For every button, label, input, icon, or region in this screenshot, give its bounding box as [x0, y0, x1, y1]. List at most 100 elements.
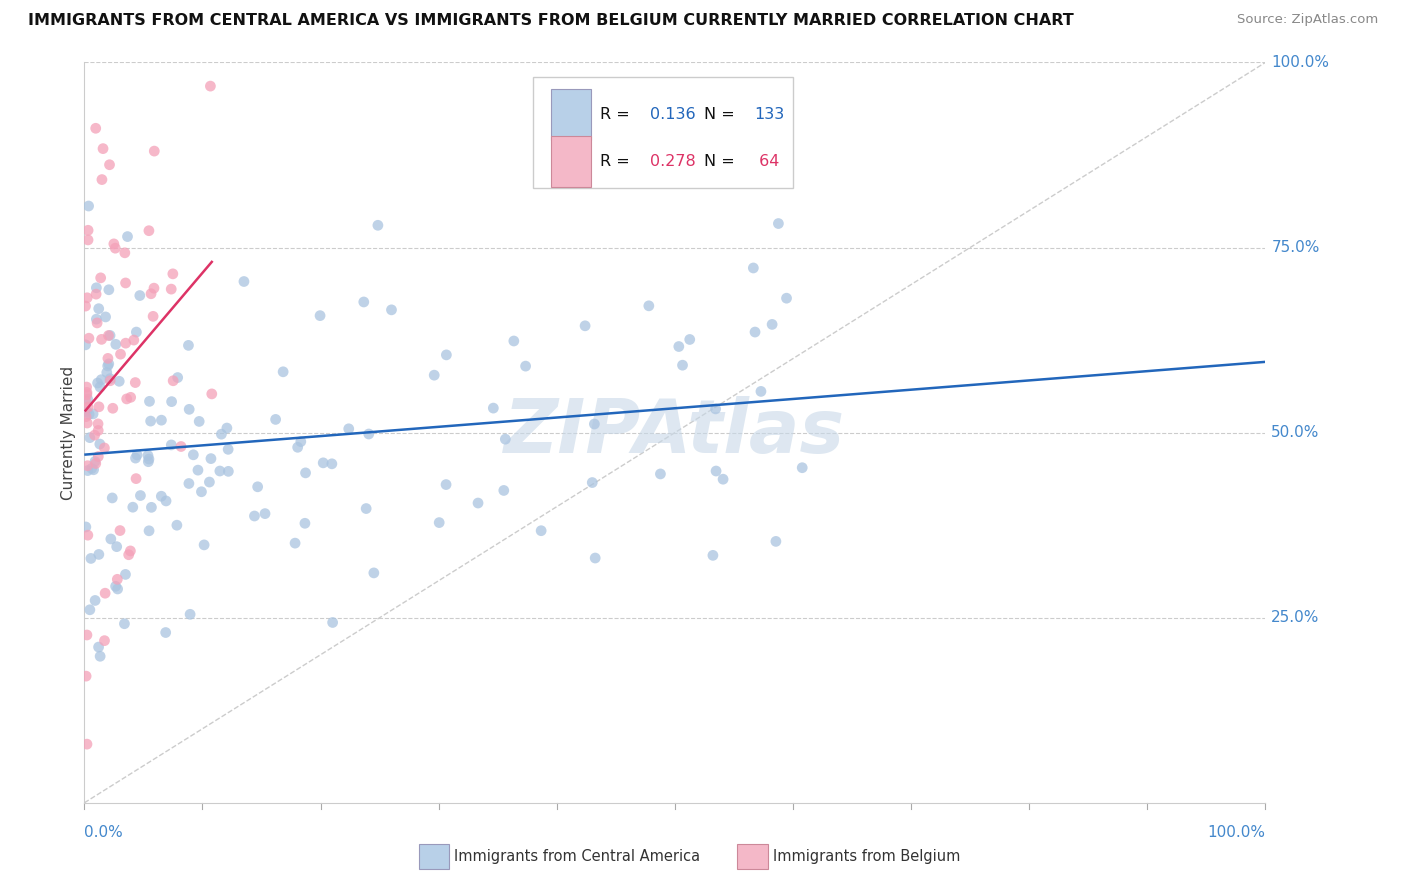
Point — [129, 489, 152, 503]
Point — [166, 518, 188, 533]
Point — [97, 351, 120, 366]
Point — [80, 551, 103, 566]
Point — [76, 404, 98, 418]
Point — [100, 532, 122, 546]
Point — [530, 524, 553, 538]
Point — [75, 338, 97, 352]
Point — [89, 380, 111, 394]
Point — [309, 309, 332, 323]
Point — [142, 310, 165, 324]
Text: Immigrants from Belgium: Immigrants from Belgium — [773, 849, 960, 864]
Point — [749, 384, 772, 399]
Point — [76, 387, 98, 401]
Point — [201, 387, 224, 401]
Point — [86, 281, 108, 295]
Text: 0.278: 0.278 — [650, 154, 696, 169]
Point — [179, 607, 201, 622]
FancyBboxPatch shape — [533, 78, 793, 188]
FancyBboxPatch shape — [551, 136, 591, 187]
Point — [76, 458, 98, 473]
Point — [284, 536, 307, 550]
Point — [160, 394, 183, 409]
Point — [243, 508, 266, 523]
Point — [581, 475, 603, 490]
Point — [671, 358, 693, 372]
Point — [150, 413, 173, 427]
Text: 100.0%: 100.0% — [1271, 55, 1329, 70]
Point — [79, 603, 101, 617]
Point — [125, 325, 148, 339]
Point — [138, 455, 160, 469]
Point — [75, 394, 97, 409]
Point — [87, 400, 110, 414]
Point — [110, 347, 132, 361]
Point — [434, 477, 457, 491]
Point — [177, 338, 200, 352]
Point — [98, 372, 121, 386]
Point — [79, 431, 101, 445]
Point — [155, 494, 177, 508]
Point — [108, 524, 131, 538]
Point — [193, 538, 215, 552]
Text: Immigrants from Central America: Immigrants from Central America — [454, 849, 700, 864]
Point — [183, 448, 205, 462]
Point — [217, 442, 239, 457]
Point — [76, 392, 98, 406]
Point — [76, 385, 98, 400]
Text: 100.0%: 100.0% — [1208, 825, 1265, 840]
Point — [353, 295, 375, 310]
Point — [120, 544, 142, 558]
Point — [177, 476, 200, 491]
Point — [84, 287, 107, 301]
Point — [139, 414, 162, 428]
Point — [704, 401, 727, 416]
Point — [208, 464, 231, 478]
Point — [271, 365, 294, 379]
Point — [86, 312, 108, 326]
Point — [704, 464, 727, 478]
Point — [97, 328, 120, 343]
Point — [294, 516, 316, 531]
Text: Source: ZipAtlas.com: Source: ZipAtlas.com — [1237, 13, 1378, 27]
Point — [155, 625, 177, 640]
Point — [322, 615, 344, 630]
Text: ZIPAtlas: ZIPAtlas — [505, 396, 845, 469]
Point — [117, 229, 139, 244]
Point — [264, 412, 287, 426]
Point — [86, 376, 108, 390]
Point — [427, 516, 450, 530]
Point — [104, 241, 127, 255]
Point — [83, 428, 105, 442]
Point — [115, 392, 138, 406]
Point — [101, 401, 124, 416]
Point — [321, 457, 343, 471]
Point — [650, 467, 672, 481]
Point — [482, 401, 505, 416]
Text: 25.0%: 25.0% — [1271, 610, 1320, 625]
Point — [89, 437, 111, 451]
Point — [114, 616, 136, 631]
Point — [209, 427, 232, 442]
FancyBboxPatch shape — [419, 844, 450, 870]
Point — [467, 496, 489, 510]
Point — [775, 291, 797, 305]
Point — [104, 579, 127, 593]
Text: 0.0%: 0.0% — [84, 825, 124, 840]
Point — [77, 400, 100, 414]
Point — [290, 434, 312, 449]
Point — [253, 507, 276, 521]
Point — [122, 333, 145, 347]
Point — [742, 260, 765, 275]
Point — [105, 540, 128, 554]
Point — [170, 440, 193, 454]
Point — [114, 276, 136, 290]
Text: IMMIGRANTS FROM CENTRAL AMERICA VS IMMIGRANTS FROM BELGIUM CURRENTLY MARRIED COR: IMMIGRANTS FROM CENTRAL AMERICA VS IMMIG… — [28, 13, 1074, 29]
Point — [94, 586, 117, 600]
Point — [702, 549, 724, 563]
Point — [150, 489, 173, 503]
Point — [90, 332, 112, 346]
Point — [89, 649, 111, 664]
Point — [160, 438, 183, 452]
Point — [761, 318, 783, 332]
Point — [492, 483, 515, 498]
